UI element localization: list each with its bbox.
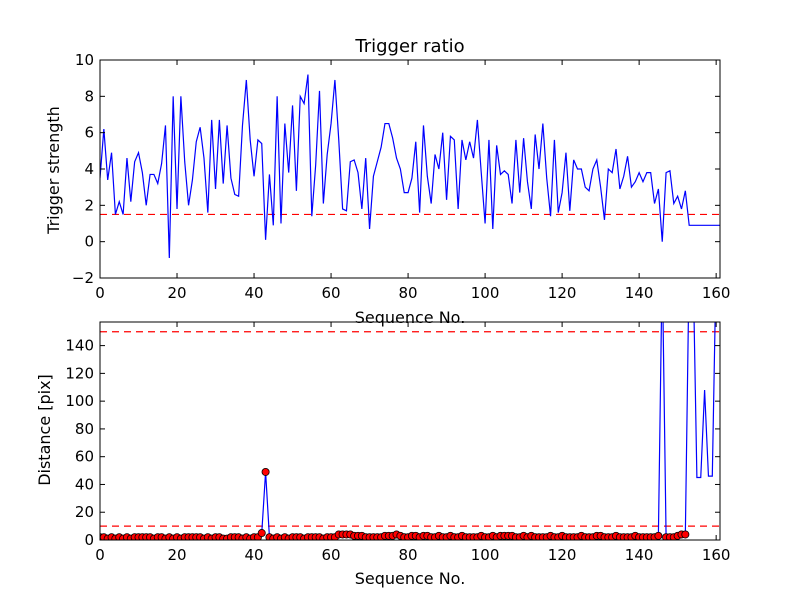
top-x-axis-label: Sequence No.: [355, 308, 466, 327]
top-x-tick-label: 40: [244, 284, 263, 302]
bottom-y-tick-label: 40: [75, 475, 94, 493]
top-x-tick-label: 100: [471, 284, 500, 302]
bottom-series-line: [100, 322, 716, 540]
bottom-y-tick-label: 100: [65, 392, 94, 410]
bottom-x-tick-label: 160: [702, 546, 731, 564]
bottom-x-axis-label: Sequence No.: [355, 569, 466, 588]
top-series-line: [100, 74, 720, 259]
bottom-plot-frame: [99, 321, 721, 541]
top-chart-title: Trigger ratio: [354, 36, 464, 57]
bottom-y-axis-label: Distance [pix]: [35, 374, 54, 486]
bottom-data-point: [261, 467, 270, 476]
bottom-x-tick-label: 60: [322, 546, 341, 564]
top-x-tick-label: 0: [95, 284, 105, 302]
top-x-tick-label: 80: [399, 284, 418, 302]
top-y-tick-label: 2: [84, 196, 94, 214]
top-x-tick-label: 160: [702, 284, 731, 302]
bottom-data-point: [257, 529, 266, 538]
top-y-tick-label: 4: [84, 160, 94, 178]
bottom-x-tick-label: 140: [625, 546, 654, 564]
bottom-y-tick-label: 60: [75, 448, 94, 466]
top-y-tick-label: 6: [84, 124, 94, 142]
top-x-tick-label: 60: [322, 284, 341, 302]
bottom-data-point: [654, 531, 663, 540]
bottom-x-tick-label: 0: [95, 546, 105, 564]
bottom-x-tick-label: 80: [399, 546, 418, 564]
top-x-tick-label: 120: [548, 284, 577, 302]
bottom-x-tick-label: 20: [167, 546, 186, 564]
bottom-y-tick-label: 0: [84, 531, 94, 549]
top-y-axis-label: Trigger strength: [44, 106, 63, 235]
top-y-tick-label: 10: [75, 51, 94, 69]
bottom-plot: Sequence No. Distance [pix] 0 20 40 60 80 100…: [35, 321, 731, 588]
bottom-y-tick-label: 120: [65, 364, 94, 382]
top-x-tick-label: 140: [625, 284, 654, 302]
top-y-tick-label: −2: [72, 269, 94, 287]
top-x-tick-label: 20: [167, 284, 186, 302]
bottom-y-tick-label: 20: [75, 503, 94, 521]
bottom-y-tick-label: 140: [65, 337, 94, 355]
bottom-x-tick-label: 120: [548, 546, 577, 564]
top-y-tick-label: 8: [84, 87, 94, 105]
top-plot: Trigger ratio Sequence No. Trigger stren…: [44, 36, 730, 327]
bottom-y-tick-label: 80: [75, 420, 94, 438]
top-y-tick-label: 0: [84, 233, 94, 251]
bottom-x-tick-label: 40: [244, 546, 263, 564]
bottom-data-point: [681, 530, 690, 539]
bottom-x-tick-label: 100: [471, 546, 500, 564]
top-plot-frame: [99, 59, 721, 279]
